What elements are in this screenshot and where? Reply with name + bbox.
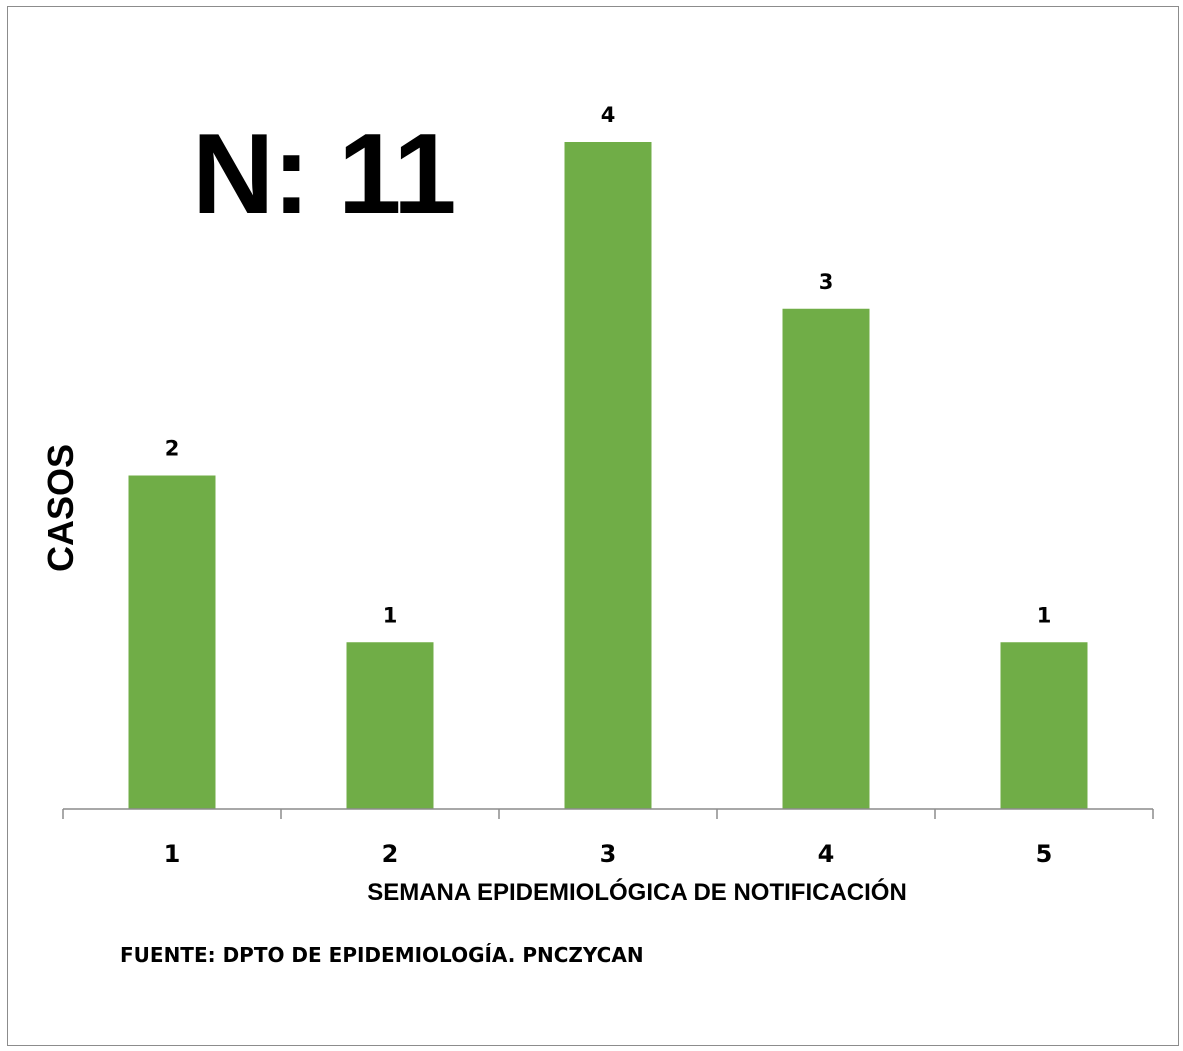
bar-week-4 (782, 308, 870, 809)
bar-week-3 (564, 142, 652, 809)
x-tick-label-1: 1 (164, 840, 181, 868)
bar-week-1 (128, 475, 216, 809)
value-label-week-5: 1 (1037, 603, 1052, 627)
value-label-week-4: 3 (819, 270, 834, 294)
bar-week-5 (1000, 642, 1088, 809)
bars-group (128, 142, 1088, 809)
x-tick-labels-group: 1 2 3 4 5 (164, 840, 1053, 868)
x-tick-label-5: 5 (1036, 840, 1053, 868)
x-tick-label-3: 3 (600, 840, 617, 868)
x-tick-label-2: 2 (382, 840, 399, 868)
x-axis-title: SEMANA EPIDEMIOLÓGICA DE NOTIFICACIÓN (367, 878, 907, 906)
x-tick-label-4: 4 (818, 840, 835, 868)
x-ticks-group (62, 809, 1154, 819)
value-label-week-3: 4 (601, 103, 616, 127)
value-label-week-1: 2 (165, 437, 180, 461)
source-note: FUENTE: DPTO DE EPIDEMIOLOGÍA. PNCZYCAN (120, 943, 644, 967)
value-label-week-2: 1 (383, 603, 398, 627)
total-cases-annotation: N: 11 (192, 111, 456, 238)
bar-week-2 (346, 642, 434, 809)
value-labels-group: 2 1 4 3 1 (165, 103, 1052, 627)
y-axis-title: CASOS (40, 444, 81, 572)
